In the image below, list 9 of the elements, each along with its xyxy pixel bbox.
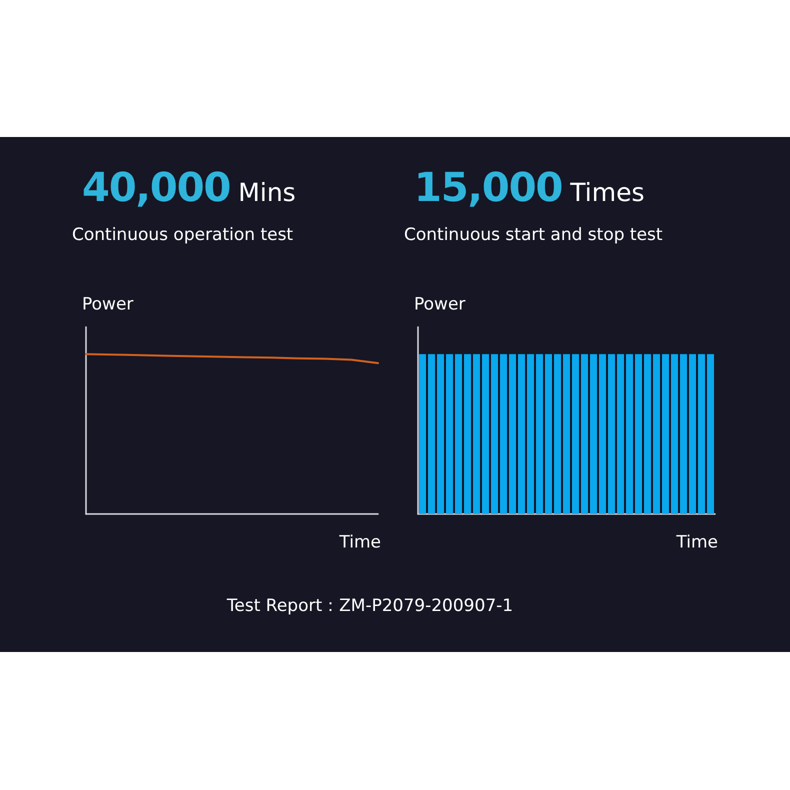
chart-subtitle: Continuous start and stop test [404,225,663,245]
x-axis-title: Time [675,532,718,552]
chart-title: 40,000 Mins [82,165,296,211]
text: Test Report：ZM-P2079-200907-1 [226,595,514,617]
y-axis-title: Power [82,294,134,314]
y-axis-title: Power [414,294,466,314]
chart-subtitle: Continuous operation test [72,225,294,245]
x-axis-title: Time [338,532,381,552]
chart-title: 15,000 Times [414,165,645,211]
